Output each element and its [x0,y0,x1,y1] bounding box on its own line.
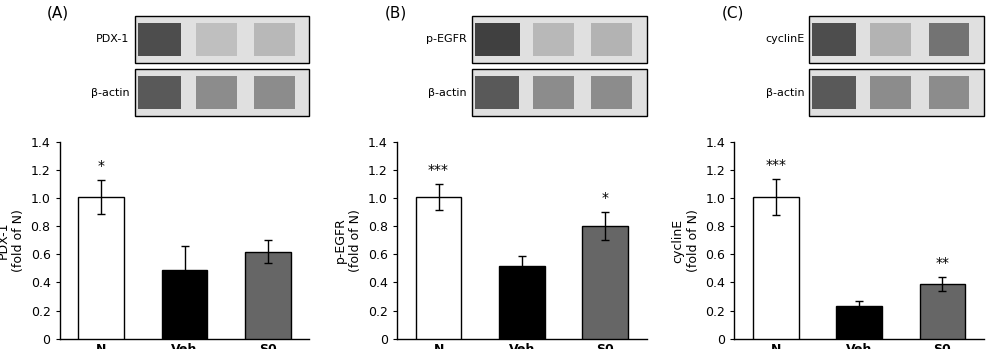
Bar [499,266,545,339]
Bar [472,69,647,116]
Bar [254,76,295,109]
Text: ***: *** [428,163,449,177]
Bar [475,23,520,56]
Bar [871,23,911,56]
Bar [809,16,984,63]
Bar [871,76,911,109]
Bar [415,197,461,339]
Bar [533,23,574,56]
Y-axis label: PDX-1
(fold of N): PDX-1 (fold of N) [0,209,25,272]
Text: (B): (B) [385,5,407,20]
Bar [591,23,632,56]
Bar [928,23,969,56]
Text: (A): (A) [47,5,70,20]
Bar [162,270,208,339]
Text: β-actin: β-actin [428,88,467,98]
Text: (C): (C) [722,5,745,20]
Bar [928,76,969,109]
Text: PDX-1: PDX-1 [96,34,129,44]
Bar [812,76,856,109]
Bar [472,16,647,63]
Bar [245,252,291,339]
Bar [254,23,295,56]
Bar [809,69,984,116]
Text: ***: *** [765,158,786,172]
Bar [919,284,965,339]
Bar [475,76,519,109]
Text: cyclinE: cyclinE [765,34,804,44]
Bar [134,69,309,116]
Y-axis label: p-EGFR
(fold of N): p-EGFR (fold of N) [334,209,363,272]
Bar [137,76,181,109]
Bar [582,227,628,339]
Bar [812,23,856,56]
Text: β-actin: β-actin [765,88,804,98]
Bar [134,16,309,63]
Text: *: * [97,159,104,173]
Bar [753,197,799,339]
Bar [533,76,574,109]
Text: p-EGFR: p-EGFR [426,34,467,44]
Bar [79,197,124,339]
Y-axis label: cyclinE
(fold of N): cyclinE (fold of N) [672,209,700,272]
Bar [196,23,237,56]
Bar [137,23,181,56]
Bar [196,76,237,109]
Text: *: * [601,191,608,206]
Text: β-actin: β-actin [91,88,129,98]
Bar [836,306,882,339]
Bar [591,76,632,109]
Text: **: ** [935,256,949,270]
